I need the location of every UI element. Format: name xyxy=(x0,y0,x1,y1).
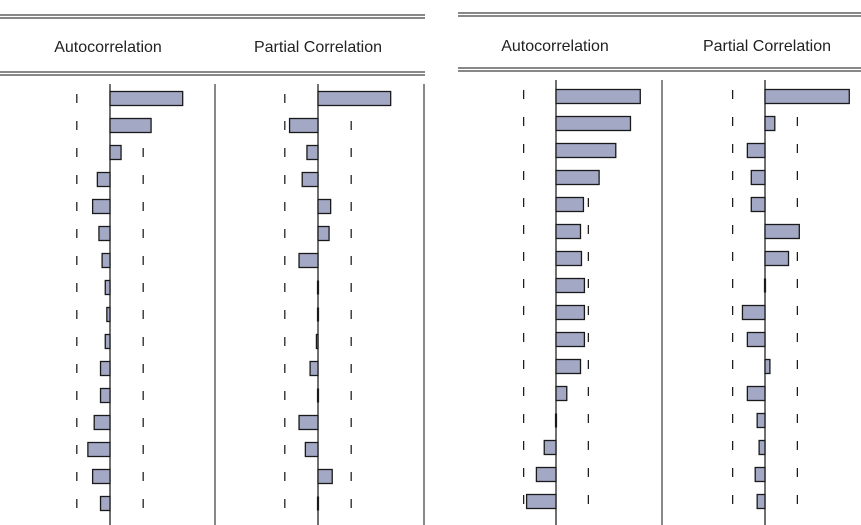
bar xyxy=(109,144,122,161)
bar xyxy=(756,412,766,429)
bar xyxy=(109,90,184,107)
bar xyxy=(96,171,111,188)
bar xyxy=(764,250,790,267)
chart-marks xyxy=(76,80,850,525)
bar xyxy=(99,495,111,512)
bar xyxy=(317,198,332,215)
bar xyxy=(746,331,766,348)
bar xyxy=(98,225,111,242)
bar xyxy=(304,441,319,458)
bar xyxy=(555,304,586,321)
bar xyxy=(91,198,111,215)
right-partial-correlation-header: Partial Correlation xyxy=(703,38,831,55)
bar xyxy=(741,304,766,321)
bar xyxy=(555,196,585,213)
bar xyxy=(301,171,319,188)
bar xyxy=(555,142,617,159)
bar xyxy=(317,90,392,107)
bar xyxy=(746,385,766,402)
bar xyxy=(555,277,586,294)
left-autocorrelation-header: Autocorrelation xyxy=(54,39,162,56)
bar xyxy=(106,306,111,323)
bar xyxy=(756,493,766,510)
bar xyxy=(746,142,766,159)
bar xyxy=(104,333,111,350)
right-panel: Autocorrelation Partial Correlation xyxy=(458,12,861,525)
bar xyxy=(764,115,776,132)
bar xyxy=(309,360,319,377)
bar xyxy=(750,169,766,186)
bar xyxy=(543,439,557,456)
bar xyxy=(306,144,319,161)
bar xyxy=(764,88,850,105)
bar xyxy=(555,358,582,375)
bar xyxy=(99,360,111,377)
bar xyxy=(750,196,766,213)
left-panel: Autocorrelation Partial Correlation xyxy=(0,14,425,525)
bar xyxy=(525,493,557,510)
left-partial-correlation-header: Partial Correlation xyxy=(254,39,382,56)
bar xyxy=(317,225,330,242)
bar xyxy=(764,358,771,375)
bar xyxy=(555,115,632,132)
bar xyxy=(99,387,111,404)
bar xyxy=(555,223,582,240)
bar xyxy=(317,468,333,485)
bar xyxy=(555,250,583,267)
bar xyxy=(101,252,111,269)
bar xyxy=(555,88,641,105)
bar xyxy=(555,385,568,402)
bar xyxy=(87,441,111,458)
bar xyxy=(93,414,111,431)
bar xyxy=(555,169,600,186)
bar xyxy=(555,331,586,348)
bar xyxy=(764,223,800,240)
bar xyxy=(754,466,766,483)
bar xyxy=(298,252,319,269)
bar xyxy=(535,466,557,483)
bar xyxy=(91,468,111,485)
right-autocorrelation-header: Autocorrelation xyxy=(501,38,609,55)
bar xyxy=(104,279,111,296)
bar xyxy=(288,117,319,134)
bar xyxy=(298,414,319,431)
bar xyxy=(758,439,766,456)
bar xyxy=(315,333,319,350)
bar xyxy=(109,117,152,134)
